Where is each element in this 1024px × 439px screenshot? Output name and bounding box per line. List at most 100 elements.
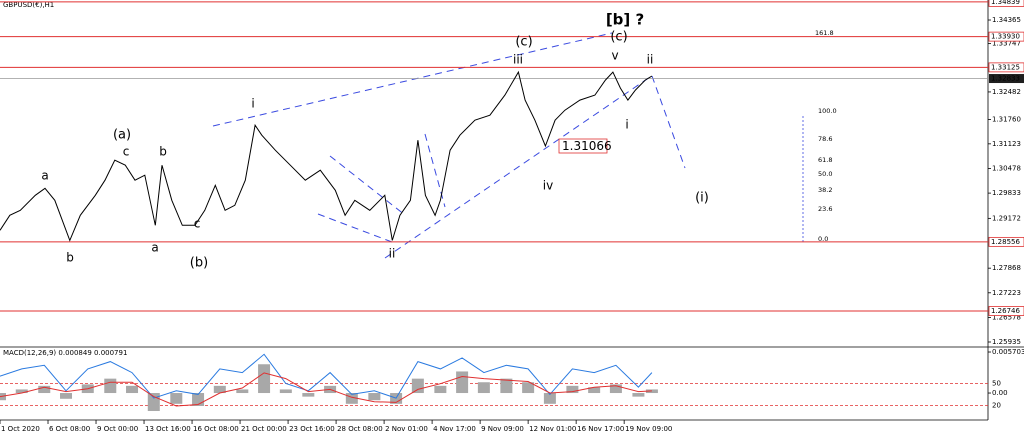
wave-label: (c) <box>515 35 532 50</box>
current-price-tag <box>989 74 1024 84</box>
macd-bar <box>411 378 424 394</box>
fib-label: 23.6 <box>818 205 832 213</box>
wave-label: a <box>41 169 48 183</box>
macd-bar <box>170 393 183 404</box>
macd-bar <box>632 393 645 397</box>
level-label: 1.33930 <box>991 33 1020 41</box>
fib-label: 61.8 <box>818 156 832 164</box>
x-tick-label: 1 Oct 2020 <box>1 425 40 433</box>
fib-label: 50.0 <box>818 170 832 178</box>
wave-label: (c) <box>610 30 627 45</box>
x-tick-label: 23 Oct 16:00 <box>289 425 335 433</box>
y-tick-label: 1.33747 <box>992 40 1021 48</box>
x-tick-label: 4 Nov 17:00 <box>433 425 476 433</box>
y-tick-label: 1.32482 <box>992 88 1021 96</box>
level-tag <box>988 0 1024 7</box>
fib-label: 78.6 <box>818 135 832 143</box>
macd-bar <box>15 389 28 394</box>
wave-label: [b] ? <box>606 11 644 29</box>
wave-label: a <box>151 241 158 255</box>
price-note-box <box>558 138 608 154</box>
wave-label: i <box>625 118 628 132</box>
y-tick-label: 1.30478 <box>992 164 1021 172</box>
x-tick-label: 9 Oct 00:00 <box>97 425 138 433</box>
macd-bar <box>126 385 139 394</box>
y-tick-label: 1.27868 <box>992 264 1021 272</box>
level-label: 1.34839 <box>991 0 1020 6</box>
macd-bar <box>522 382 535 394</box>
level-label: 1.33125 <box>991 63 1020 71</box>
macd-bar <box>60 393 73 399</box>
macd-bar <box>38 385 51 394</box>
macd-bar <box>543 393 556 404</box>
wave-label: b <box>66 251 74 265</box>
level-label: 1.28556 <box>991 238 1020 246</box>
x-tick-label: 13 Oct 16:00 <box>145 425 191 433</box>
x-tick-label: 2 Nov 01:00 <box>385 425 428 433</box>
x-tick-label: 21 Oct 00:00 <box>241 425 287 433</box>
y2-tick-label: 50 <box>992 380 1001 388</box>
macd-bar <box>104 378 117 394</box>
price-line <box>0 70 653 242</box>
x-tick-label: 6 Oct 08:00 <box>49 425 90 433</box>
y-tick-label: 1.31123 <box>992 140 1021 148</box>
stochastic-line <box>0 353 653 399</box>
macd-bar <box>566 385 579 394</box>
wave-label: v <box>611 49 618 63</box>
wave-label: b <box>159 145 167 159</box>
macd-bar <box>368 393 381 401</box>
wave-label: (b) <box>190 256 208 271</box>
y-tick-label: 1.34365 <box>992 16 1021 24</box>
wave-label: iv <box>543 179 553 193</box>
wave-label: i <box>251 97 254 111</box>
level-tag <box>988 31 1024 42</box>
y-tick-label: 0.00 <box>992 389 1008 397</box>
macd-bar <box>258 364 271 394</box>
level-tag <box>988 62 1024 73</box>
x-tick-label: 19 Nov 09:00 <box>625 425 672 433</box>
macd-bar <box>609 384 622 394</box>
x-tick-label: 9 Nov 09:00 <box>481 425 524 433</box>
fib-label: 161.8 <box>815 29 834 37</box>
macd-bar <box>147 393 160 412</box>
y-tick-label: 1.26578 <box>992 313 1021 321</box>
macd-bar <box>302 393 315 397</box>
level-tag <box>988 236 1024 247</box>
chart-title: GBPUSD(€),H1 <box>3 1 54 9</box>
wave-label: (i) <box>695 191 709 206</box>
macd-bar <box>0 393 6 401</box>
fib-label: 100.0 <box>818 107 837 115</box>
x-tick-label: 16 Nov 17:00 <box>577 425 624 433</box>
macd-bar <box>345 393 358 404</box>
x-tick-label: 12 Nov 01:00 <box>529 425 576 433</box>
current-price-label: 1.32833 <box>991 75 1020 83</box>
wave-label: ii <box>389 247 396 261</box>
macd-bar <box>434 385 447 394</box>
level-label: 1.26746 <box>991 307 1020 315</box>
macd-bar <box>279 389 292 394</box>
wave-label: c <box>123 145 130 159</box>
x-tick-label: 28 Oct 08:00 <box>337 425 383 433</box>
signal-line <box>0 372 652 407</box>
macd-bar <box>588 387 601 394</box>
price-note: 1.31066 <box>562 139 612 153</box>
y-tick-label: 1.31760 <box>992 116 1021 124</box>
macd-bar <box>500 378 513 394</box>
macd-title: MACD(12,26,9) 0.000849 0.000791 <box>3 349 127 357</box>
x-tick-label: 16 Oct 08:00 <box>193 425 239 433</box>
wave-label: (a) <box>113 128 131 143</box>
y2-tick-label: 20 <box>992 401 1001 409</box>
macd-bar <box>456 371 469 394</box>
wave-label: iii <box>513 53 523 67</box>
y-tick-label: 1.27223 <box>992 289 1021 297</box>
wave-label: c <box>194 217 201 231</box>
y-tick-label: 0.005703 <box>992 348 1024 356</box>
fib-label: 0.0 <box>818 235 828 243</box>
macd-bar <box>213 385 226 394</box>
level-tag <box>988 306 1024 316</box>
y-tick-label: 1.29833 <box>992 189 1021 197</box>
macd-bar <box>236 389 249 394</box>
fib-label: 38.2 <box>818 186 832 194</box>
wave-label: ii <box>647 53 654 67</box>
